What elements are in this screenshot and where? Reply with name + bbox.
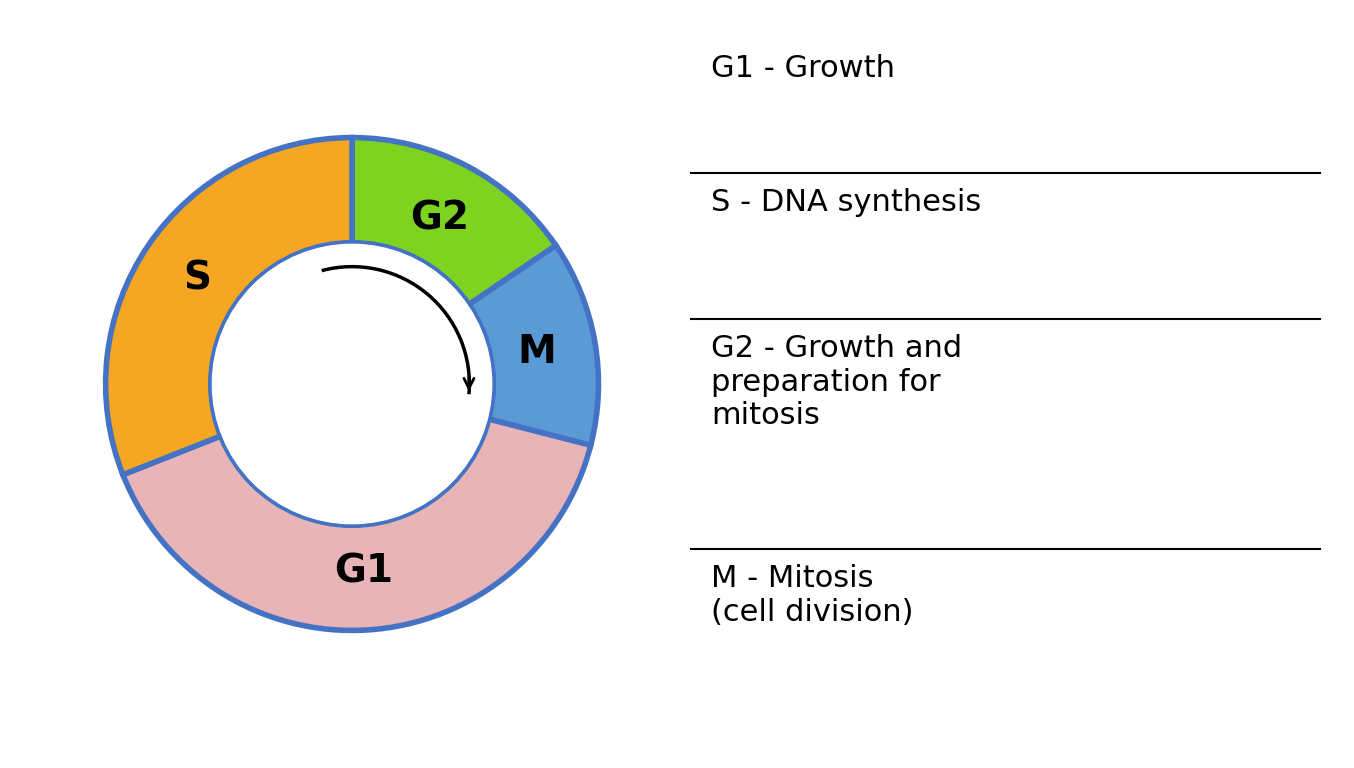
Wedge shape: [123, 416, 590, 631]
Text: M - Mitosis
(cell division): M - Mitosis (cell division): [711, 564, 914, 627]
Circle shape: [219, 252, 485, 516]
Wedge shape: [459, 246, 598, 445]
Circle shape: [213, 244, 492, 524]
Wedge shape: [352, 137, 556, 312]
Text: G2: G2: [410, 199, 470, 237]
Circle shape: [210, 242, 494, 526]
Text: G1 - Growth: G1 - Growth: [711, 54, 895, 83]
Text: S - DNA synthesis: S - DNA synthesis: [711, 188, 982, 217]
Wedge shape: [106, 137, 352, 475]
Text: M: M: [517, 333, 556, 371]
Text: S: S: [183, 260, 211, 297]
Text: G2 - Growth and
preparation for
mitosis: G2 - Growth and preparation for mitosis: [711, 334, 961, 430]
Text: G1: G1: [334, 552, 393, 591]
